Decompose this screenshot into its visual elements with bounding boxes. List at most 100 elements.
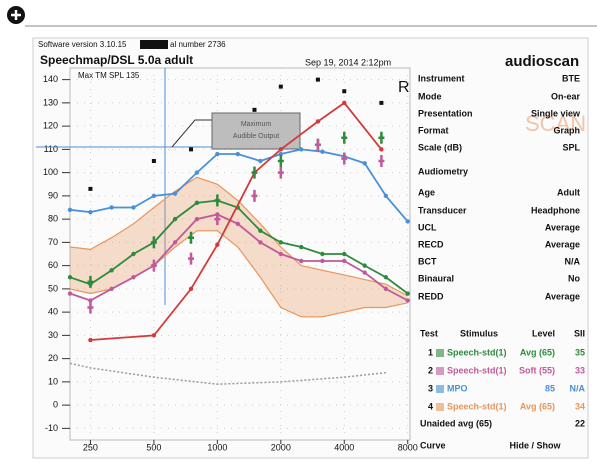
target-marker: [314, 138, 321, 151]
watermark: SCAN: [525, 111, 586, 136]
y-tick-label: 40: [48, 307, 58, 317]
setting-value: Average: [545, 239, 580, 249]
setting-value: Graph: [553, 125, 580, 135]
point: [194, 216, 200, 222]
point: [131, 275, 136, 280]
y-tick-label: 0: [53, 400, 58, 410]
legend-sii: N/A: [570, 383, 586, 393]
point: [299, 258, 304, 264]
legend-swatch: [436, 349, 444, 357]
setting-label: Instrument: [418, 73, 465, 83]
x-tick-label: 4000: [334, 442, 354, 452]
point: [67, 207, 73, 213]
point: [342, 258, 347, 264]
target-marker: [251, 189, 258, 202]
setting-label: Transducer: [418, 205, 467, 215]
point: [172, 216, 178, 222]
point: [215, 151, 220, 157]
legend-test: 2: [428, 365, 433, 375]
x-tick-label: 8000: [398, 442, 418, 452]
setting-value: Adult: [557, 187, 580, 197]
setting-value: SPL: [562, 142, 580, 152]
y-tick-label: 30: [48, 330, 58, 340]
point: [405, 291, 410, 296]
curve-toggle[interactable]: Hide / Show: [509, 440, 561, 450]
target-marker: [277, 155, 284, 167]
annotation-box: [211, 112, 301, 150]
ucl-marker: [252, 107, 257, 112]
point: [320, 149, 325, 154]
point: [131, 205, 136, 210]
point: [109, 205, 114, 210]
setting-value: Average: [545, 291, 580, 301]
setting-label: Audiometry: [418, 166, 468, 176]
setting-label: Scale (dB): [418, 142, 462, 152]
point: [278, 251, 284, 257]
ucl-marker: [189, 147, 194, 152]
serial-number: al number 2736: [170, 40, 226, 49]
target-marker: [150, 236, 157, 249]
annotation: Audible Output: [233, 133, 279, 140]
point: [383, 275, 389, 280]
point: [131, 251, 136, 257]
legend-stimulus: Speech-std(1): [447, 347, 507, 357]
y-tick-label: 90: [48, 190, 58, 200]
annotation: Maximum: [241, 121, 272, 128]
setting-value: BTE: [562, 73, 580, 83]
brand: audioscan: [505, 53, 579, 70]
point: [194, 170, 200, 175]
point: [299, 147, 304, 152]
setting-label: Mode: [418, 91, 442, 101]
setting-value: No: [568, 273, 580, 283]
target-marker: [341, 131, 348, 144]
point: [278, 147, 284, 152]
legend-header: SII: [574, 328, 585, 338]
point: [188, 286, 194, 292]
setting-label: Format: [418, 125, 449, 135]
y-tick-label: 130: [43, 97, 58, 107]
y-tick-label: 120: [43, 121, 58, 131]
point: [67, 291, 73, 296]
point: [405, 298, 410, 303]
y-tick-label: 60: [48, 260, 58, 270]
point: [362, 263, 367, 268]
target-marker: [87, 301, 94, 314]
target-marker: [214, 213, 221, 226]
ucl-marker: [88, 186, 93, 191]
target-marker: [341, 152, 348, 165]
point: [151, 333, 157, 338]
point: [362, 270, 367, 275]
unaided-value: 22: [575, 418, 585, 428]
redaction: [140, 40, 168, 49]
legend-test: 1: [428, 347, 433, 357]
line: [69, 362, 386, 385]
setting-label: UCL: [418, 222, 437, 232]
point: [109, 268, 114, 273]
point: [320, 258, 325, 264]
band-area: [70, 177, 408, 317]
band-upper: [69, 176, 408, 297]
target-marker: [378, 131, 385, 144]
max-tm: Max TM SPL 135: [78, 71, 140, 80]
x-tick-label: 2000: [271, 442, 291, 452]
legend-sii: 33: [575, 365, 585, 375]
point: [299, 244, 304, 250]
unaided-label: Unaided avg (65): [420, 418, 492, 428]
y-tick-label: 70: [48, 237, 58, 247]
point: [342, 100, 347, 106]
point: [109, 286, 114, 292]
point: [172, 240, 178, 245]
ucl-marker: [151, 159, 156, 163]
screen-frame: [32, 37, 589, 459]
legend-swatch: [436, 367, 444, 375]
date: Sep 19, 2014 2:12pm: [305, 57, 391, 67]
y-tick-label: 20: [48, 353, 58, 363]
legend-swatch: [436, 403, 444, 411]
y-tick-label: 110: [44, 144, 58, 154]
chart-title: Speechmap/DSL 5.0a adult: [40, 53, 193, 67]
legend-header: Test: [420, 328, 438, 338]
legend-stimulus: Speech-std(1): [447, 365, 507, 375]
target-marker: [378, 155, 385, 167]
point: [67, 275, 73, 280]
